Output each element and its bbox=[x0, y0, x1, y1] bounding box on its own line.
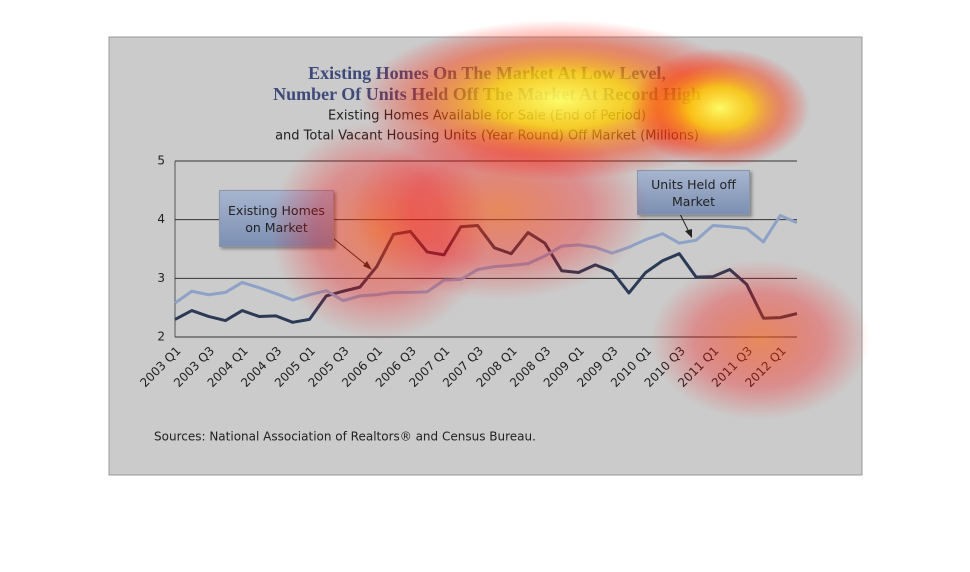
y-tick-label: 3 bbox=[157, 271, 165, 285]
y-tick-label: 4 bbox=[157, 212, 165, 226]
chart-title: Number Of Units Held Off The Market At R… bbox=[273, 84, 701, 104]
y-tick-label: 5 bbox=[157, 154, 165, 168]
source-note: Sources: National Association of Realtor… bbox=[154, 430, 536, 444]
chart-title: Existing Homes On The Market At Low Leve… bbox=[308, 63, 666, 83]
callout-arrow-head bbox=[685, 229, 692, 238]
series-callout: Units Held off Market bbox=[637, 170, 750, 215]
series-callout: Existing Homes on Market bbox=[219, 190, 334, 247]
chart-subtitle: and Total Vacant Housing Units (Year Rou… bbox=[275, 129, 699, 144]
chart-subtitle: Existing Homes Available for Sale (End o… bbox=[328, 109, 646, 124]
y-tick-label: 2 bbox=[157, 330, 165, 344]
